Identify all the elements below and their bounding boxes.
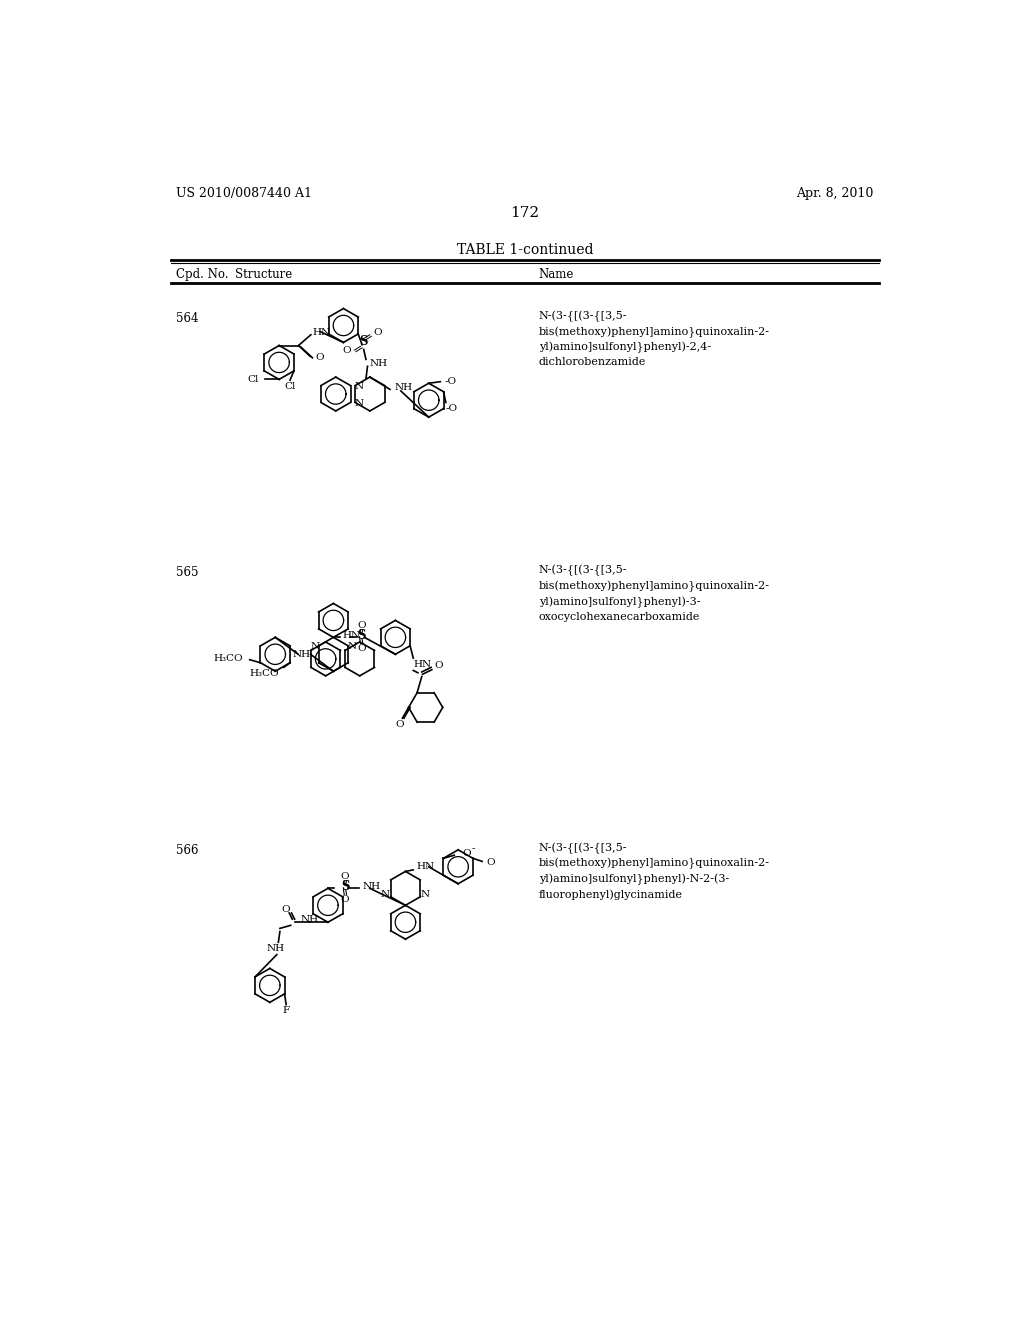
Text: O: O	[341, 871, 349, 880]
Text: NH: NH	[267, 944, 285, 953]
Text: HN: HN	[414, 660, 431, 669]
Text: H₃CO: H₃CO	[250, 669, 280, 678]
Text: Structure: Structure	[234, 268, 292, 281]
Text: Cl: Cl	[248, 375, 259, 384]
Text: N: N	[354, 399, 364, 408]
Text: F: F	[283, 1006, 290, 1015]
Text: O: O	[462, 849, 471, 858]
Text: 172: 172	[510, 206, 540, 220]
Text: N-(3-{[(3-{[3,5-
bis(methoxy)phenyl]amino}quinoxalin-2-
yl)amino]sulfonyl}phenyl: N-(3-{[(3-{[3,5- bis(methoxy)phenyl]amin…	[539, 842, 770, 900]
Text: US 2010/0087440 A1: US 2010/0087440 A1	[176, 187, 312, 199]
Text: O: O	[395, 719, 403, 729]
Text: N: N	[421, 890, 430, 899]
Text: -: -	[471, 845, 475, 854]
Text: HN: HN	[312, 327, 331, 337]
Text: O: O	[341, 895, 349, 904]
Text: 565: 565	[176, 566, 199, 579]
Text: N: N	[347, 642, 356, 651]
Text: O: O	[486, 858, 496, 867]
Text: Apr. 8, 2010: Apr. 8, 2010	[797, 187, 873, 199]
Text: O: O	[434, 661, 442, 671]
Text: S: S	[357, 630, 366, 643]
Text: NH: NH	[394, 383, 413, 392]
Text: O: O	[343, 346, 351, 355]
Text: 566: 566	[176, 843, 199, 857]
Text: Cl: Cl	[285, 381, 296, 391]
Text: N: N	[354, 381, 364, 391]
Text: -O: -O	[444, 378, 457, 387]
Text: NH: NH	[362, 882, 380, 891]
Text: N: N	[381, 890, 390, 899]
Text: S: S	[341, 880, 349, 894]
Text: O: O	[315, 354, 325, 362]
Text: HN: HN	[343, 631, 360, 640]
Text: O: O	[357, 620, 366, 630]
Text: HN: HN	[417, 862, 434, 871]
Text: Name: Name	[539, 268, 574, 281]
Text: O: O	[282, 906, 291, 915]
Text: N: N	[310, 642, 319, 651]
Text: NH: NH	[300, 915, 318, 924]
Text: NH: NH	[292, 649, 310, 659]
Text: TABLE 1-continued: TABLE 1-continued	[457, 243, 593, 257]
Text: -O: -O	[445, 404, 458, 413]
Text: O: O	[373, 327, 382, 337]
Text: N-(3-{[(3-{[3,5-
bis(methoxy)phenyl]amino}quinoxalin-2-
yl)amino]sulfonyl}phenyl: N-(3-{[(3-{[3,5- bis(methoxy)phenyl]amin…	[539, 312, 770, 367]
Text: H₃CO: H₃CO	[214, 653, 244, 663]
Text: N-(3-{[(3-{[3,5-
bis(methoxy)phenyl]amino}quinoxalin-2-
yl)amino]sulfonyl}phenyl: N-(3-{[(3-{[3,5- bis(methoxy)phenyl]amin…	[539, 565, 770, 622]
Text: NH: NH	[370, 359, 388, 368]
Text: S: S	[359, 335, 368, 348]
Text: 564: 564	[176, 313, 199, 326]
Text: Cpd. No.: Cpd. No.	[176, 268, 228, 281]
Text: O: O	[357, 644, 366, 652]
